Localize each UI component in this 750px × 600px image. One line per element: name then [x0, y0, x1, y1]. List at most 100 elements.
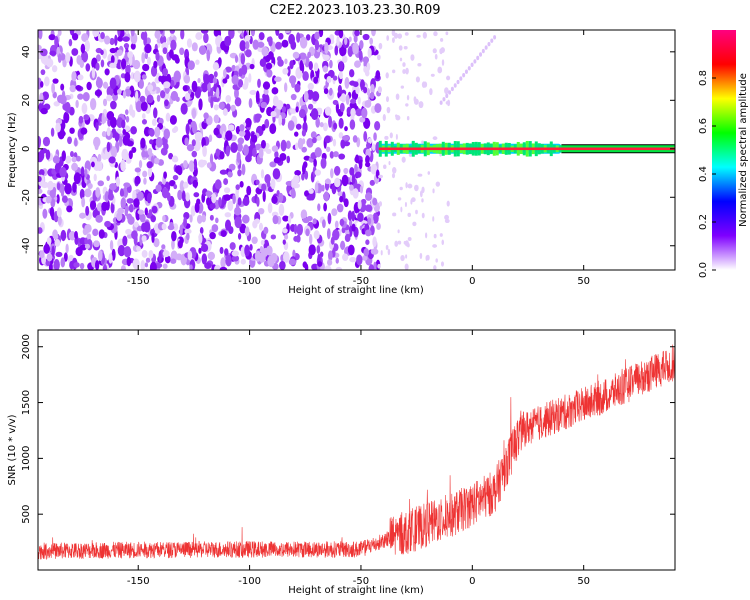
heatmap-cell: [84, 223, 92, 233]
heatmap-cell: [153, 60, 158, 69]
heatmap-cell: [208, 134, 213, 142]
heatmap-cell: [347, 210, 353, 221]
heatmap-cell: [201, 214, 206, 223]
heatmap-cell: [240, 258, 246, 265]
heatmap-cell: [407, 212, 412, 217]
heatmap-cell: [230, 142, 238, 154]
heatmap-cell: [146, 193, 152, 204]
heatmap-cell: [180, 30, 185, 40]
heatmap-cell: [278, 203, 285, 216]
heatmap-cell: [201, 137, 206, 148]
heatmap-cell: [300, 209, 308, 220]
heatmap-cell: [122, 128, 127, 136]
heatmap-cell: [54, 36, 59, 48]
spectrogram-panel: -150 -100 -50 0 50 -40 -20 0 20 40 Height of str…: [7, 29, 676, 296]
heatmap-cell: [158, 75, 163, 82]
heatmap-cell: [302, 161, 308, 169]
heatmap-cell: [163, 142, 169, 151]
heatmap-cell: [278, 114, 283, 126]
heatmap-cell: [69, 85, 77, 93]
heatmap-cell: [52, 78, 59, 84]
heatmap-cell: [184, 92, 191, 101]
heatmap-cell: [342, 140, 351, 147]
heatmap-cell: [493, 35, 497, 40]
heatmap-cell: [295, 123, 302, 130]
heatmap-cell: [307, 51, 312, 59]
snr-series-line: [38, 344, 675, 560]
heatmap-cell: [354, 60, 361, 68]
heatmap-cell: [281, 39, 289, 48]
heatmap-cell: [307, 82, 314, 91]
heatmap-cell: [245, 117, 252, 128]
heatmap-cell: [255, 179, 260, 185]
heatmap-cell: [125, 228, 132, 235]
heatmap-cell: [338, 153, 346, 160]
heatmap-cell: [330, 168, 334, 179]
heatmap-cell: [172, 174, 179, 181]
heatmap-cell: [364, 100, 372, 108]
heatmap-cell: [149, 261, 157, 270]
heatmap-cell: [203, 73, 210, 85]
heatmap-cell: [78, 115, 84, 124]
heatmap-cell: [61, 195, 68, 203]
heatmap-cell: [395, 115, 401, 121]
heatmap-cell: [298, 108, 306, 119]
heatmap-cell: [68, 38, 73, 47]
heatmap-cell: [357, 96, 361, 105]
heatmap-cell: [327, 212, 332, 225]
spectrogram-y-tick-label: 0: [21, 146, 32, 152]
heatmap-cell: [325, 146, 331, 153]
heatmap-cell: [114, 132, 120, 142]
heatmap-cell: [385, 245, 389, 250]
heatmap-cell: [374, 120, 381, 131]
heatmap-cell: [133, 221, 139, 228]
heatmap-cell: [219, 126, 224, 135]
heatmap-cell: [275, 99, 284, 110]
heatmap-cell: [366, 62, 371, 72]
heatmap-cell: [400, 254, 405, 262]
heatmap-cell: [329, 59, 333, 69]
heatmap-cell: [121, 119, 126, 129]
heatmap-cell: [189, 214, 193, 223]
heatmap-cell: [109, 62, 117, 69]
heatmap-cell: [49, 206, 55, 218]
heatmap-cell: [164, 255, 171, 264]
heatmap-cell: [238, 130, 246, 137]
heatmap-cell: [287, 120, 295, 131]
heatmap-cell: [145, 257, 151, 263]
heatmap-cell: [239, 223, 247, 234]
heatmap-cell: [355, 86, 360, 95]
heatmap-cell: [257, 78, 261, 88]
heatmap-cell: [330, 37, 335, 44]
heatmap-cell: [326, 76, 332, 83]
heatmap-cell: [342, 135, 350, 141]
heatmap-cell: [398, 45, 403, 51]
heatmap-cell: [242, 214, 250, 224]
heatmap-cell: [405, 254, 408, 259]
heatmap-cell: [377, 54, 381, 61]
heatmap-cell: [124, 206, 129, 217]
heatmap-cell: [117, 30, 121, 37]
heatmap-cell: [258, 207, 265, 215]
heatmap-cell: [425, 255, 428, 261]
heatmap-cell: [38, 175, 42, 183]
heatmap-cell: [223, 68, 227, 78]
heatmap-cell: [149, 139, 154, 145]
heatmap-cell: [256, 196, 260, 207]
heatmap-cell: [188, 160, 195, 172]
heatmap-cell: [479, 52, 483, 57]
heatmap-cell: [365, 229, 372, 237]
heatmap-cell: [286, 66, 291, 77]
heatmap-cell: [132, 59, 141, 70]
heatmap-cell: [249, 243, 253, 251]
heatmap-cell: [57, 215, 62, 226]
heatmap-cell: [49, 50, 57, 56]
heatmap-cell: [133, 198, 140, 208]
heatmap-cell: [322, 65, 329, 73]
heatmap-cell: [259, 58, 267, 67]
heatmap-cell: [386, 35, 390, 41]
heatmap-cell: [102, 264, 108, 270]
heatmap-cell: [406, 116, 410, 121]
heatmap-cell: [279, 153, 287, 161]
heatmap-cell: [39, 250, 45, 259]
